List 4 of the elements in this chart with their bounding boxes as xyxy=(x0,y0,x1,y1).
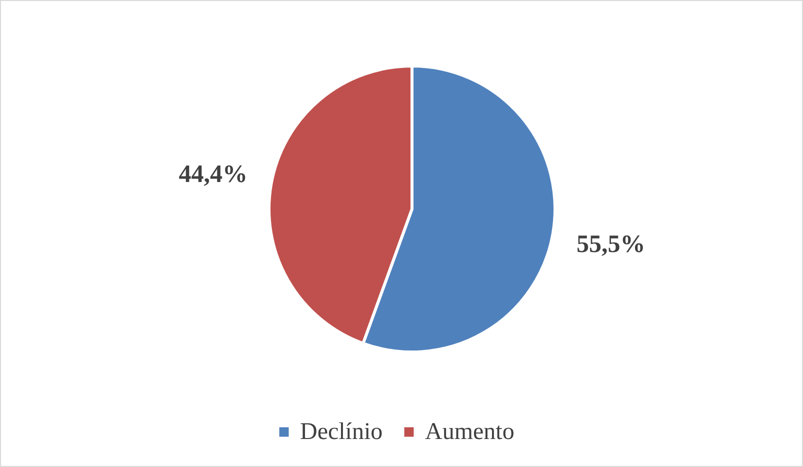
legend-label: Aumento xyxy=(425,419,514,445)
data-label: 44,4% xyxy=(178,160,248,188)
legend-label: Declínio xyxy=(300,419,383,445)
data-label: 55,5% xyxy=(576,231,646,258)
